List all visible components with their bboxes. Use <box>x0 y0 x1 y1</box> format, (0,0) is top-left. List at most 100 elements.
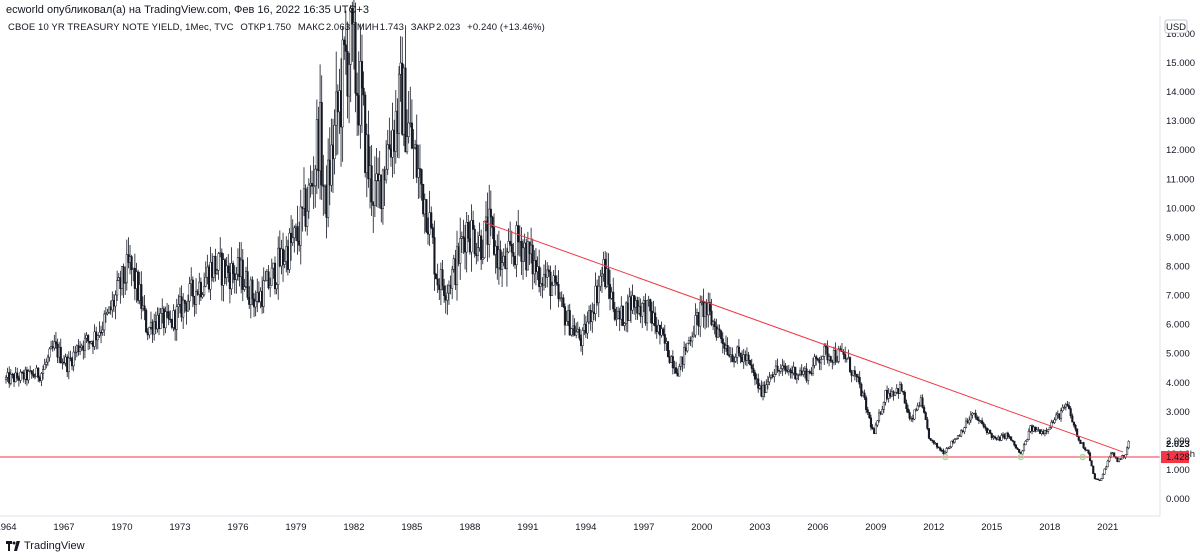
candle-body <box>625 302 628 324</box>
candle-body <box>41 369 45 374</box>
candle-body <box>1109 453 1113 458</box>
time-axis[interactable]: 1964 1967 1970 1973 1976 1979 1982 1985 1988 1991… <box>0 522 1118 533</box>
candle-body <box>774 365 777 375</box>
candle-body <box>818 359 821 364</box>
candle-body <box>17 377 20 381</box>
candle-body <box>93 331 96 347</box>
candle-body <box>323 184 326 187</box>
publisher-header: ecworld опубликовал(а) на TradingView.co… <box>6 4 369 16</box>
candle-body <box>658 324 662 336</box>
candle-body <box>620 305 623 320</box>
price-axis[interactable]: 0.000 1.000 2.000 3.000 4.000 5.000 6.000 7.000… <box>1166 29 1195 505</box>
candle-body <box>1055 414 1058 421</box>
candle-body <box>646 300 649 324</box>
candle-body <box>451 269 454 289</box>
candle-body <box>104 313 107 315</box>
candle-body <box>968 419 971 424</box>
candle-body <box>683 347 686 365</box>
candle-body <box>571 325 575 329</box>
trendline[interactable] <box>484 221 1124 453</box>
candle-body <box>760 385 763 397</box>
candle-body <box>339 90 343 128</box>
candle-body <box>70 358 74 367</box>
candle-body <box>718 328 721 332</box>
candle-body <box>1064 404 1067 408</box>
candle-body <box>955 438 958 440</box>
candle-body <box>217 253 220 271</box>
candle-body <box>496 245 499 269</box>
candle-body <box>908 412 911 419</box>
candle-body <box>758 385 761 389</box>
candle-body <box>731 354 734 362</box>
candle-body <box>396 110 399 134</box>
candle-body <box>175 306 178 330</box>
candle-body <box>224 259 227 279</box>
candle-body <box>244 271 248 287</box>
time-tick-label: 1985 <box>401 522 422 533</box>
candle-body <box>636 300 639 314</box>
candle-body <box>617 310 620 319</box>
candle-body <box>220 252 223 286</box>
candle-body <box>615 318 618 320</box>
candle-body <box>507 241 510 253</box>
candle-body <box>739 352 742 358</box>
candle-body <box>470 220 473 253</box>
candle-body <box>621 305 624 326</box>
candle-body <box>1034 426 1037 432</box>
candle-body <box>1013 440 1016 446</box>
candle-body <box>380 174 383 210</box>
footer-brand[interactable]: TradingView <box>6 540 85 552</box>
candle-body <box>190 279 193 284</box>
candle-body <box>53 341 56 349</box>
candle-body <box>641 303 644 317</box>
candle-body <box>944 451 947 454</box>
candle-body <box>560 297 563 299</box>
touch-markers <box>942 453 1086 461</box>
candle-body <box>728 354 731 357</box>
candle-body <box>586 321 589 334</box>
candle-body <box>550 285 554 296</box>
candle-body <box>88 340 91 344</box>
candle-body <box>982 423 985 427</box>
candle-body <box>942 450 945 454</box>
price-tick-label: 16.000 <box>1166 29 1195 40</box>
candle-body <box>159 313 162 329</box>
candle-body <box>174 310 177 330</box>
candle-body <box>834 350 837 362</box>
candle-body <box>905 402 908 410</box>
candle-body <box>1103 468 1106 475</box>
candle-body <box>831 360 834 363</box>
candle-body <box>676 372 679 377</box>
candle-body <box>14 372 17 382</box>
price-tick-label: 5.000 <box>1166 349 1190 360</box>
candle-body <box>393 129 396 152</box>
candle-body <box>1027 431 1030 440</box>
candle-body <box>365 134 368 174</box>
candle-body <box>931 439 934 441</box>
candle-body <box>592 311 595 314</box>
candle-body <box>401 62 404 135</box>
currency-badge[interactable]: USD <box>1164 19 1188 34</box>
candle-body <box>381 169 384 210</box>
candle-body <box>1092 465 1095 474</box>
candle-body <box>228 272 231 290</box>
candle-body <box>80 345 83 348</box>
candle-body <box>583 324 586 331</box>
candle-body <box>515 225 518 265</box>
candle-body <box>207 266 211 290</box>
candle-body <box>600 273 604 277</box>
candle-body <box>1037 429 1040 431</box>
candle-body <box>497 249 500 269</box>
currency-label: USD <box>1166 22 1186 33</box>
candle-body <box>406 136 409 153</box>
candle-body <box>238 257 241 277</box>
candle-body <box>43 364 46 370</box>
candle-body <box>149 322 153 328</box>
candle-body <box>335 91 338 126</box>
candle-body <box>336 91 339 113</box>
candle-body <box>74 351 77 354</box>
candle-body <box>30 370 33 375</box>
symbol-legend[interactable]: CBOE 10 YR TREASURY NOTE YIELD, 1Мес, TV… <box>8 22 549 33</box>
candle-body <box>910 417 913 420</box>
